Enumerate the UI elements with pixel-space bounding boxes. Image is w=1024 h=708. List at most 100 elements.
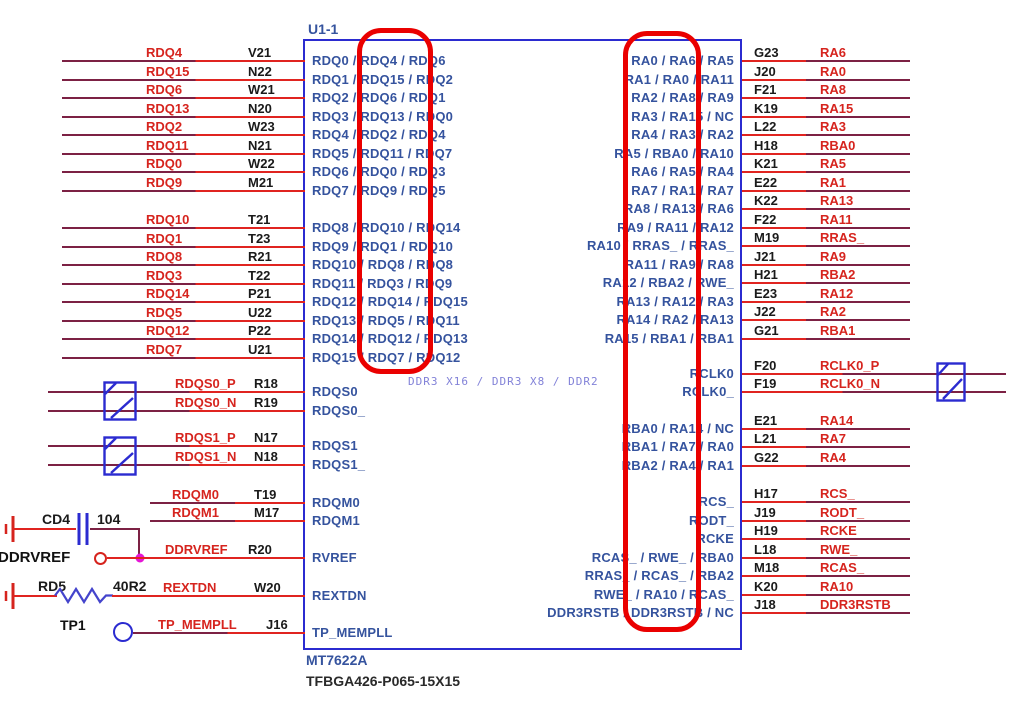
net-label: RCKE — [820, 523, 857, 538]
net-wire — [742, 226, 910, 229]
pin-number: W22 — [248, 156, 275, 171]
net-label: RA6 — [820, 45, 847, 60]
pin-function: RA8 / RA13 / RA6 — [623, 201, 734, 216]
pin-number: G22 — [754, 449, 779, 465]
pin-number: K21 — [754, 156, 778, 171]
net-wire — [62, 227, 305, 229]
net-wire — [62, 115, 305, 118]
net-wire — [742, 464, 910, 467]
pin-number: L18 — [754, 541, 777, 557]
pin-number: K19 — [754, 100, 778, 116]
net-label: RA0 — [820, 63, 847, 79]
net-wire — [742, 152, 910, 155]
net-wire — [62, 338, 305, 340]
pin-function: RA4 / RA3 / RA2 — [631, 127, 734, 142]
pin-function: RDQ7 / RDQ9 / RDQ5 — [312, 182, 446, 198]
net-label: TP_MEMPLL — [158, 617, 237, 632]
resistor-value: 40R2 — [113, 578, 147, 594]
net-label: RA4 — [820, 449, 847, 465]
net-wire — [62, 152, 305, 155]
net-wire — [742, 427, 910, 430]
pin-number: J18 — [754, 597, 776, 612]
diffpair-symbol — [936, 362, 966, 402]
net-wire — [742, 446, 910, 448]
net-wire — [48, 445, 305, 447]
pin-function: RODT_ — [688, 512, 734, 528]
net-wire — [13, 594, 57, 597]
net-label: RDQ10 — [146, 212, 190, 227]
net-wire — [742, 612, 910, 614]
net-label: RA12 — [820, 285, 854, 301]
pin-function: RDQM1 — [312, 513, 360, 528]
resistor-symbol — [54, 586, 113, 605]
net-label: RDQ4 — [146, 45, 183, 60]
pin-function: RA2 / RA8 / RA9 — [631, 90, 734, 105]
pin-function: RWE_ / RA10 / RCAS_ — [593, 586, 734, 602]
net-label: RDQS0_N — [175, 394, 237, 410]
net-label: RA13 — [820, 193, 854, 208]
net-wire — [48, 463, 305, 466]
pin-number: K22 — [754, 193, 778, 208]
net-label: RDQ3 — [146, 267, 183, 283]
net-wire — [133, 632, 305, 634]
capacitor-value: 104 — [97, 511, 121, 527]
pin-function: DDR3RSTB / DDR3RSTB / NC — [547, 605, 734, 620]
net-label: RCLK0_P — [820, 357, 880, 373]
net-label: RA11 — [820, 211, 853, 227]
net-label: RA1 — [820, 174, 847, 190]
pin-number: T21 — [248, 212, 271, 227]
pin-number: N17 — [254, 430, 278, 445]
net-label: RA10 — [820, 578, 854, 594]
pin-function: RCAS_ / RWE_ / RBA0 — [591, 549, 734, 565]
net-wire — [62, 301, 305, 303]
net-wire — [742, 60, 910, 62]
net-label: RDQ12 — [146, 323, 190, 338]
net-wire — [62, 97, 305, 99]
diffpair-symbol — [103, 436, 137, 476]
pin-function: RDQ2 / RDQ6 / RDQ1 — [312, 90, 446, 105]
net-wire — [742, 263, 910, 266]
pin-number: E23 — [754, 285, 778, 301]
net-label: RCAS_ — [820, 560, 865, 575]
pin-function: RDQ3 / RDQ13 / RDQ0 — [312, 108, 454, 124]
part-number: MT7622A — [306, 652, 368, 668]
net-wire — [742, 391, 1006, 393]
pin-number: L22 — [754, 119, 777, 134]
net-wire — [62, 78, 305, 81]
net-label: RA2 — [820, 304, 847, 319]
pin-function: RDQ14 / RDQ12 / RDQ13 — [312, 331, 468, 346]
net-label: RBA0 — [820, 137, 856, 153]
net-label: RDQ13 — [146, 100, 190, 116]
net-wire — [742, 282, 910, 284]
net-wire — [742, 208, 910, 210]
pin-number: F21 — [754, 82, 777, 97]
pin-number: R21 — [248, 249, 272, 264]
capacitor-symbol — [77, 513, 89, 545]
net-label: RDQ7 — [146, 341, 183, 357]
pin-function: RVREF — [312, 550, 357, 565]
net-wire — [138, 528, 140, 559]
net-wire — [112, 594, 305, 597]
pin-function: RA10 / RRAS_ / RRAS_ — [586, 238, 734, 253]
net-wire — [62, 264, 305, 266]
net-wire — [742, 575, 910, 577]
net-wire — [62, 245, 305, 248]
net-label: RDQ2 — [146, 119, 183, 134]
vref-port-label: DDRVREF — [0, 549, 71, 566]
net-label: RCLK0_N — [820, 376, 880, 391]
net-wire — [62, 319, 305, 322]
pin-number: H18 — [754, 137, 778, 153]
net-label: RRAS_ — [820, 230, 865, 245]
net-label: RDQ15 — [146, 63, 190, 79]
pin-function: RDQ6 / RDQ0 / RDQ3 — [312, 164, 446, 179]
pin-function: RA11 / RA9 / RA8 — [624, 256, 734, 272]
pin-function: RCLK0 — [689, 365, 734, 381]
pin-number: M19 — [754, 230, 780, 245]
pin-number: J22 — [754, 304, 776, 319]
pin-function: RRAS_ / RCAS_ / RBA2 — [584, 568, 734, 583]
pin-function: RA7 / RA1 / RA7 — [631, 182, 734, 198]
pin-number: N22 — [248, 63, 272, 79]
pin-number: P22 — [248, 323, 272, 338]
vref-port-circle — [94, 552, 107, 565]
pin-function: RBA2 / RA4 / RA1 — [621, 457, 734, 473]
